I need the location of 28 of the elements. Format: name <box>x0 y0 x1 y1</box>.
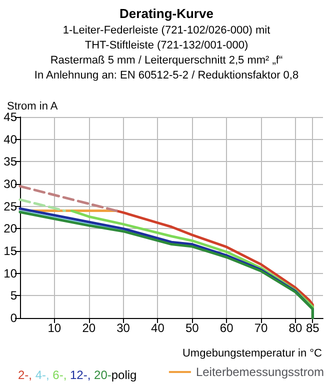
y-tick-label: 25 <box>4 199 18 214</box>
x-tick-label: 30 <box>116 321 130 335</box>
text: 6-, <box>52 368 67 382</box>
legend-title: polig <box>111 368 137 382</box>
x-tick-label: 80 <box>288 321 302 335</box>
x-tick-label: 10 <box>48 321 62 335</box>
x-tick-label: 85 <box>306 321 320 335</box>
y-tick-label: 30 <box>4 177 18 191</box>
text: 20- <box>94 368 112 382</box>
text: 2-, <box>18 368 32 382</box>
x-tick-label: 20 <box>82 321 96 335</box>
legend-label: Leiterbemessungsstrom <box>196 365 324 379</box>
y-tick-label: 15 <box>4 244 18 258</box>
y-axis-title: Strom in A <box>7 100 58 112</box>
x-tick-label: 40 <box>151 321 165 335</box>
text: 12-, <box>70 368 91 382</box>
y-tick-label: 35 <box>4 154 18 169</box>
y-tick-label: 20 <box>4 222 18 236</box>
y-tick-label: 45 <box>4 110 18 124</box>
x-tick-label: 60 <box>220 321 234 335</box>
y-tick-label: 10 <box>4 266 18 280</box>
x-axis-title: Umgebungstemperatur in °C <box>182 348 322 360</box>
chart-title: Derating-Kurve <box>120 6 214 21</box>
chart-subtitle: 1-Leiter-Federleiste (721-102/026-000) mit THT-Stiftleiste (721-132/001-000) Rastermaß 5 mm / Leiterquerschnitt 2,5 mm² „f“ In Anlehnung an: EN 60512-5-2 / Reduktionsfaktor 0,8 <box>34 24 299 82</box>
y-tick-label: 40 <box>4 132 18 146</box>
x-tick-label: 50 <box>185 321 200 335</box>
x-tick-label: 70 <box>254 321 268 335</box>
text: 4-, <box>35 368 50 382</box>
